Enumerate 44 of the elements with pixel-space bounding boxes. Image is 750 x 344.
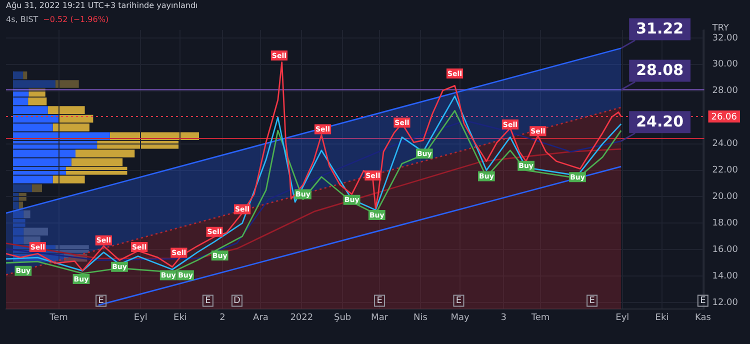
text: Ağu 31, 2022 19:21 UTC+3 tarihinde yayınlandı	[6, 1, 198, 10]
x-tick-label: 3	[500, 312, 506, 323]
bar	[55, 80, 79, 88]
x-tick-label: Ara	[253, 312, 268, 323]
x-tick-label: 2022	[290, 312, 314, 323]
bar	[23, 71, 28, 80]
y-tick-label: 18.00	[712, 218, 738, 229]
y-tick-label: 12.00	[712, 298, 738, 308]
x-tick-label: Nis	[413, 312, 428, 323]
chart-title: 4s, BIST	[6, 15, 38, 24]
annotation: E	[456, 296, 462, 306]
annotation: E	[98, 296, 104, 306]
annotation: 24.20	[636, 112, 684, 131]
y-tick-label: 22.00	[712, 166, 738, 176]
annotation: E	[700, 296, 706, 306]
x-tick-label: 2	[220, 312, 226, 323]
x-tick-label: Şub	[334, 312, 352, 323]
x-tick-label: Eyl	[616, 312, 630, 323]
annotation: 31.22	[636, 20, 684, 38]
x-tick-label: Eki	[174, 312, 187, 323]
annotation: 28.08	[636, 61, 684, 80]
y-tick-label: 20.00	[712, 192, 738, 202]
x-tick-label: Tem	[530, 312, 550, 323]
y-tick-label: 16.00	[712, 245, 738, 255]
annotation: D	[234, 296, 241, 306]
y-tick-label: 14.00	[712, 271, 738, 282]
y-tick-label: 28.00	[712, 86, 738, 96]
bar	[32, 184, 42, 192]
x-tick-label: Kas	[694, 312, 712, 323]
chart-subtitle: −0.52 (−1.96%)	[43, 15, 109, 24]
annotation: E	[205, 296, 212, 306]
annotation: E	[589, 296, 596, 306]
bar	[24, 210, 30, 218]
y-tick-label: 30.00	[712, 60, 738, 70]
x-tick-label: Eyl	[134, 312, 148, 323]
annotation: E	[376, 296, 383, 306]
x-tick-label: May	[450, 312, 470, 323]
x-tick-label: Eki	[655, 312, 669, 323]
y-axis-title: TRY	[711, 23, 730, 34]
x-tick-label: Mar	[371, 312, 388, 323]
ref-line-label: 26.06	[711, 112, 738, 122]
y-tick-label: 24.00	[712, 139, 738, 150]
x-tick-label: Tem	[48, 312, 68, 323]
y-tick-label: 32.00	[712, 33, 738, 44]
